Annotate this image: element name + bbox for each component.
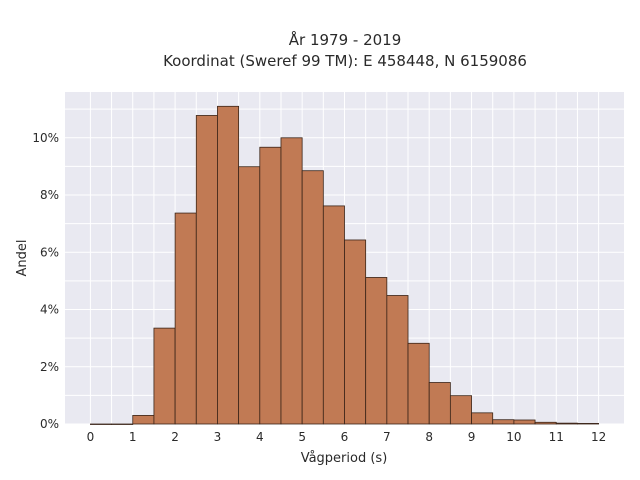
histogram-bar: [322, 205, 345, 425]
y-tick-label: 8%: [40, 188, 59, 202]
x-tick-label: 7: [383, 430, 391, 444]
x-tick-label: 5: [298, 430, 306, 444]
histogram-bar: [174, 212, 197, 425]
y-tick-label: 6%: [40, 245, 59, 259]
histogram-bar: [555, 422, 578, 425]
histogram-bar: [365, 277, 388, 425]
histogram-bar: [111, 423, 134, 425]
histogram-bar: [407, 342, 430, 425]
histogram-bar: [90, 423, 112, 425]
x-tick-label: 4: [256, 430, 264, 444]
y-axis-title: Andel: [15, 240, 30, 277]
x-tick-labels: 0 1 2 3 4 5 6 7 8 9 10 11 12: [87, 430, 607, 444]
x-tick-label: 0: [87, 430, 95, 444]
histogram-bar: [449, 395, 472, 425]
x-tick-label: 3: [214, 430, 222, 444]
histogram-bar: [577, 423, 599, 425]
histogram-bar: [153, 327, 176, 425]
histogram-bar: [344, 239, 367, 425]
bars: [90, 105, 599, 425]
y-tick-labels: 0% 2% 4% 6% 8% 10%: [32, 131, 59, 431]
x-tick-label: 6: [341, 430, 349, 444]
histogram-bar: [259, 146, 282, 425]
histogram-bar: [301, 170, 324, 425]
histogram-bar: [513, 419, 536, 425]
chart-title-line2: Koordinat (Sweref 99 TM): E 458448, N 61…: [163, 52, 527, 70]
histogram-bar: [280, 137, 303, 425]
y-tick-label: 4%: [40, 303, 59, 317]
y-tick-label: 2%: [40, 360, 59, 374]
histogram-bar: [471, 412, 494, 425]
y-tick-label: 0%: [40, 417, 59, 431]
y-tick-label: 10%: [32, 131, 59, 145]
x-tick-label: 2: [171, 430, 179, 444]
x-axis-title: Vågperiod (s): [301, 451, 388, 466]
x-tick-label: 9: [468, 430, 476, 444]
histogram-bar: [238, 166, 261, 425]
x-tick-label: 12: [591, 430, 606, 444]
x-tick-label: 8: [425, 430, 433, 444]
histogram-bar: [386, 295, 409, 425]
x-tick-label: 1: [129, 430, 137, 444]
histogram-bar: [428, 382, 451, 425]
x-tick-label: 10: [506, 430, 521, 444]
histogram-bar: [195, 115, 218, 425]
histogram-bar: [217, 105, 240, 425]
histogram-bar: [534, 421, 557, 425]
x-tick-label: 11: [549, 430, 564, 444]
histogram-bar: [132, 415, 155, 425]
chart-title-line1: År 1979 - 2019: [289, 30, 402, 49]
histogram-bar: [492, 419, 515, 425]
